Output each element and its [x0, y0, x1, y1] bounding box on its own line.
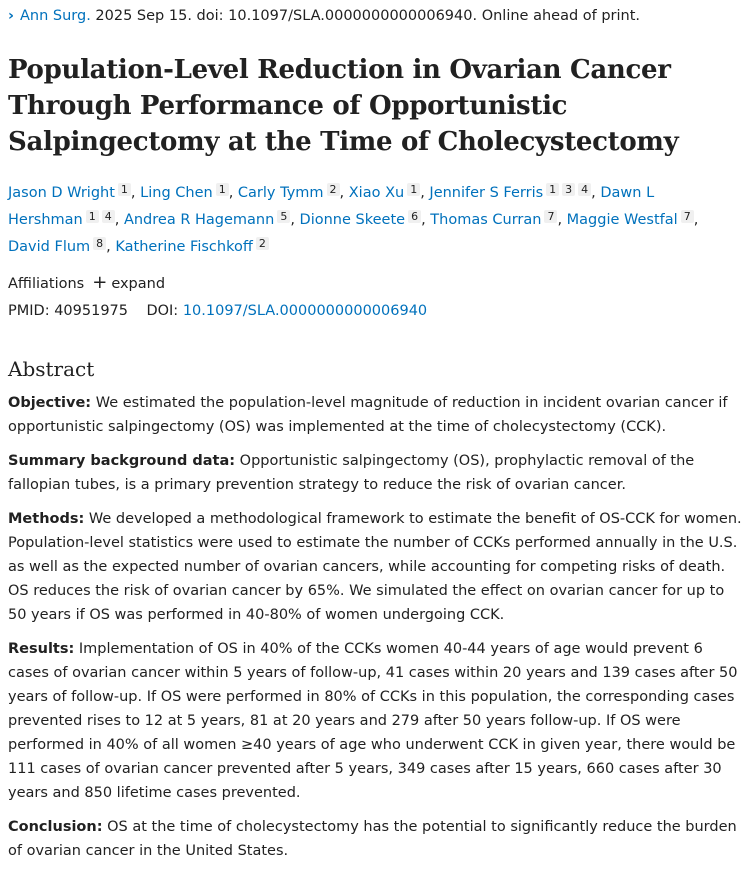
section-label: Objective: [8, 395, 92, 411]
section-label: Results: [8, 641, 75, 657]
abstract-methods: Methods: We developed a methodological f… [8, 507, 742, 627]
section-text: We developed a methodological framework … [8, 511, 742, 623]
affiliations-label: Affiliations [8, 276, 85, 292]
abstract-background: Summary background data: Opportunistic s… [8, 449, 742, 497]
affiliation-number[interactable]: 6 [408, 210, 422, 223]
affiliation-number[interactable]: 1 [546, 183, 560, 196]
author-link[interactable]: Katherine Fischkoff [115, 239, 253, 255]
affiliation-number[interactable]: 4 [578, 183, 592, 196]
author-link[interactable]: Dawn L Hershman [8, 185, 655, 228]
citation-text: 2025 Sep 15. doi: 10.1097/SLA.0000000000… [90, 8, 641, 24]
affiliation-number[interactable]: 8 [93, 237, 107, 250]
abstract-conclusion: Conclusion: OS at the time of cholecyste… [8, 815, 742, 863]
section-text: Implementation of OS in 40% of the CCKs … [8, 641, 738, 801]
plus-icon[interactable]: + [92, 272, 108, 293]
author-link[interactable]: Thomas Curran [430, 212, 542, 228]
affiliation-number[interactable]: 2 [326, 183, 340, 196]
author-link[interactable]: Andrea R Hagemann [123, 212, 275, 228]
affiliations-row: Affiliations + expand [8, 269, 742, 298]
journal-link[interactable]: Ann Surg. [19, 8, 91, 24]
author-list: Jason D Wright 1, Ling Chen 1, Carly Tymm 2… [8, 183, 699, 255]
section-text: OS at the time of cholecystectomy has th… [8, 819, 737, 859]
affiliation-number[interactable]: 7 [544, 210, 558, 223]
expand-button[interactable]: expand [111, 276, 166, 292]
abstract-results: Results: Implementation of OS in 40% of … [8, 637, 742, 805]
section-label: Conclusion: [8, 819, 103, 835]
affiliation-number[interactable]: 5 [277, 210, 291, 223]
author-link[interactable]: Maggie Westfal [566, 212, 678, 228]
section-label: Summary background data: [8, 453, 236, 469]
section-text: We estimated the population-level magnit… [8, 395, 728, 435]
affiliation-number[interactable]: 4 [101, 210, 115, 223]
affiliation-number[interactable]: 3 [562, 183, 576, 196]
affiliation-number[interactable]: 7 [680, 210, 694, 223]
author-link[interactable]: Jennifer S Ferris [429, 185, 544, 201]
affiliation-number[interactable]: 1 [215, 183, 229, 196]
affiliation-number[interactable]: 1 [407, 183, 421, 196]
author-link[interactable]: Ling Chen [140, 185, 213, 201]
chevron-right-icon[interactable]: › [8, 8, 14, 24]
affiliation-number[interactable]: 2 [255, 237, 269, 250]
pmid-value: 40951975 [54, 303, 129, 319]
affiliation-number[interactable]: 1 [117, 183, 131, 196]
abstract-heading: Abstract [8, 357, 95, 381]
affiliation-number[interactable]: 1 [85, 210, 99, 223]
citation: › Ann Surg. 2025 Sep 15. doi: 10.1097/SLA… [8, 6, 742, 26]
author-link[interactable]: Carly Tymm [237, 185, 324, 201]
author-link[interactable]: Jason D Wright [8, 185, 115, 201]
doi-link[interactable]: 10.1097/SLA.0000000000006940 [182, 303, 428, 319]
identifiers-row: PMID: 40951975 DOI: 10.1097/SLA.00000000… [8, 298, 742, 325]
author-link[interactable]: Dionne Skeete [299, 212, 406, 228]
abstract-body: Objective: We estimated the population-l… [8, 391, 742, 863]
pmid-label: PMID: [8, 303, 50, 319]
author-link[interactable]: David Flum [8, 239, 91, 255]
abstract-objective: Objective: We estimated the population-l… [8, 391, 742, 439]
doi-label: DOI: [146, 303, 179, 319]
section-text: Opportunistic salpingectomy (OS), prophy… [8, 453, 695, 493]
section-label: Methods: [8, 511, 85, 527]
author-link[interactable]: Xiao Xu [348, 185, 405, 201]
article-title: Population-Level Reduction in Ovarian Ca… [8, 55, 679, 157]
